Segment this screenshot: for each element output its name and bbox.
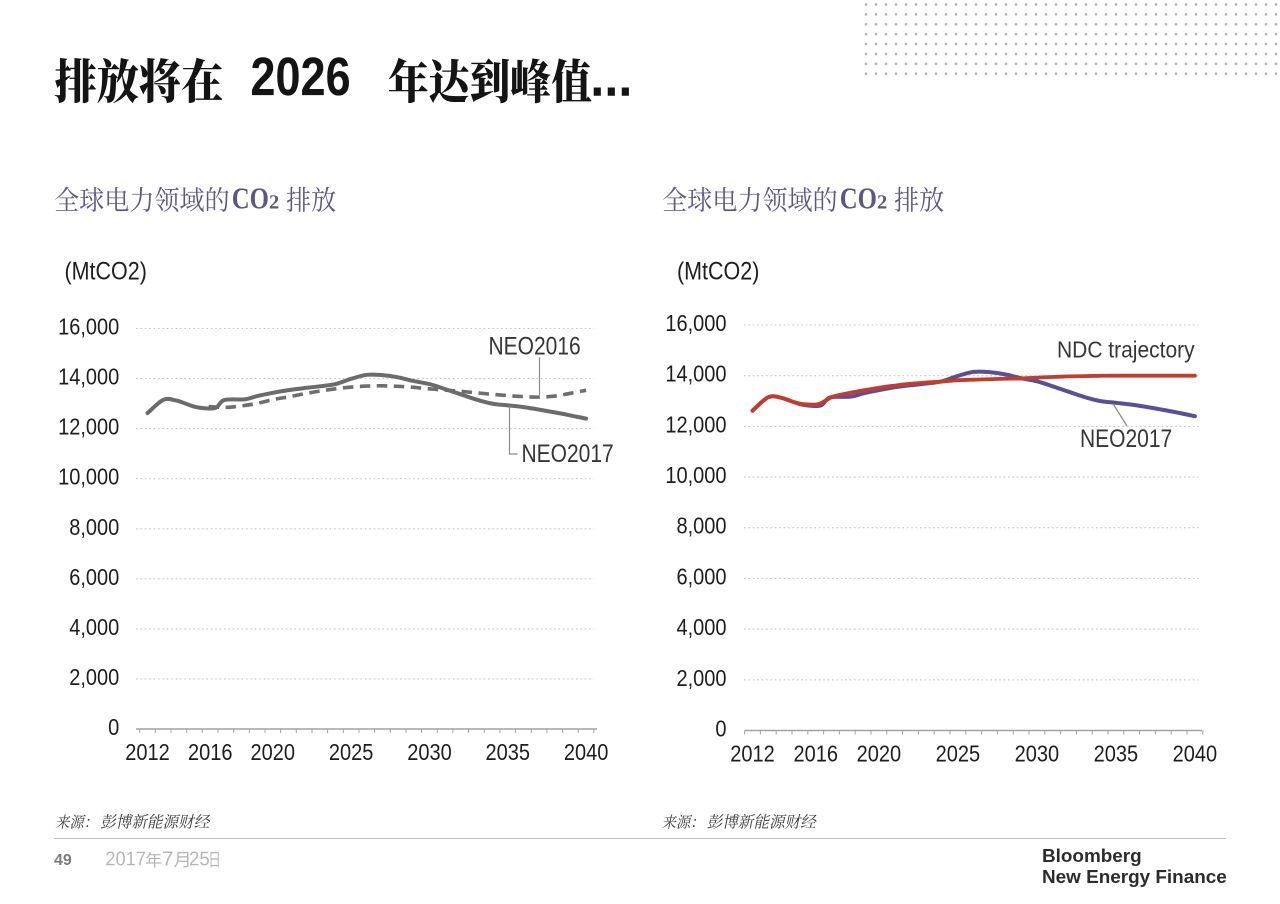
svg-text:12,000: 12,000 <box>665 411 726 438</box>
svg-text:2040: 2040 <box>1173 740 1217 767</box>
svg-text:2012: 2012 <box>125 738 169 765</box>
svg-text:2035: 2035 <box>1094 740 1138 767</box>
svg-text:6,000: 6,000 <box>676 563 726 590</box>
svg-text:16,000: 16,000 <box>665 310 726 337</box>
svg-text:8,000: 8,000 <box>676 512 726 539</box>
svg-text:(MtCO2): (MtCO2) <box>65 257 147 285</box>
svg-text:NDC trajectory: NDC trajectory <box>1057 337 1195 363</box>
svg-text:4,000: 4,000 <box>676 614 726 641</box>
svg-text:10,000: 10,000 <box>58 463 119 490</box>
svg-text:4,000: 4,000 <box>69 614 119 641</box>
svg-text:2,000: 2,000 <box>676 664 726 691</box>
svg-text:NEO2017: NEO2017 <box>522 439 614 467</box>
svg-text:16,000: 16,000 <box>58 313 119 340</box>
svg-text:2,000: 2,000 <box>69 664 119 691</box>
svg-text:12,000: 12,000 <box>58 413 119 440</box>
svg-text:(MtCO2): (MtCO2) <box>677 257 759 285</box>
svg-text:2020: 2020 <box>251 738 295 765</box>
svg-text:0: 0 <box>715 715 726 742</box>
svg-text:2030: 2030 <box>407 738 451 765</box>
svg-text:2016: 2016 <box>188 738 232 765</box>
svg-text:2025: 2025 <box>936 740 980 767</box>
svg-text:NEO2016: NEO2016 <box>489 332 581 360</box>
svg-text:2040: 2040 <box>564 738 608 765</box>
svg-text:10,000: 10,000 <box>665 462 726 489</box>
svg-text:6,000: 6,000 <box>69 563 119 590</box>
svg-text:2035: 2035 <box>486 738 530 765</box>
svg-text:0: 0 <box>108 714 119 741</box>
svg-text:14,000: 14,000 <box>665 360 726 387</box>
svg-text:2020: 2020 <box>857 740 901 767</box>
svg-text:2012: 2012 <box>730 740 774 767</box>
svg-text:14,000: 14,000 <box>58 363 119 390</box>
svg-text:2025: 2025 <box>329 738 373 765</box>
svg-text:NEO2017: NEO2017 <box>1080 424 1172 452</box>
svg-text:2030: 2030 <box>1015 740 1059 767</box>
svg-text:8,000: 8,000 <box>69 513 119 540</box>
svg-text:2016: 2016 <box>793 740 837 767</box>
